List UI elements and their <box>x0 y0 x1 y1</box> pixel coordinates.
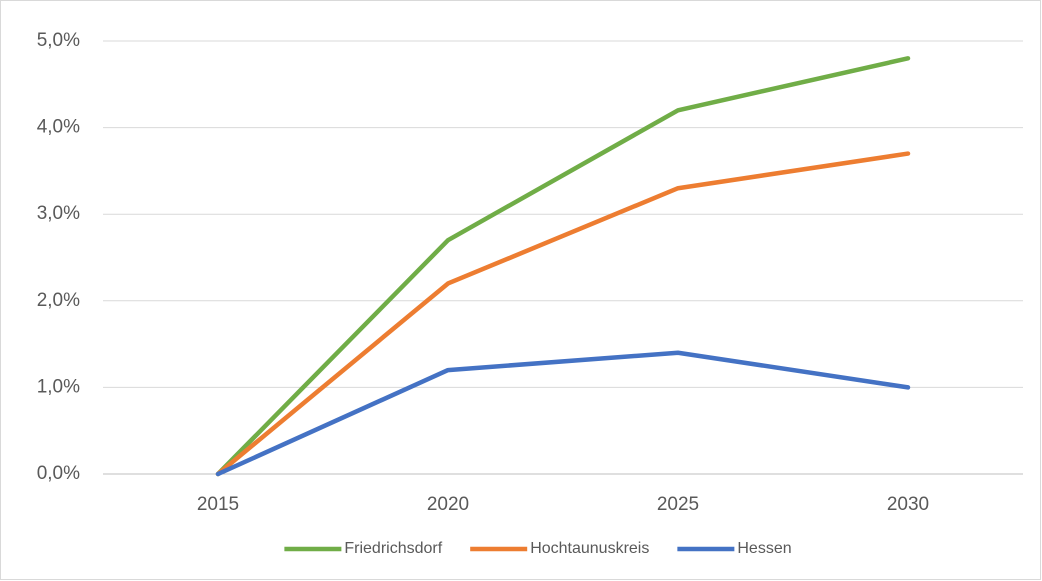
legend-label: Hessen <box>737 540 791 557</box>
x-tick-label: 2025 <box>657 494 699 515</box>
y-tick-label: 3,0% <box>37 203 80 224</box>
y-tick-label: 1,0% <box>37 376 80 397</box>
series-line <box>215 56 911 477</box>
x-tick-label: 2015 <box>197 494 239 515</box>
series-line <box>215 350 911 477</box>
x-tick-label: 2030 <box>887 494 929 515</box>
y-tick-label: 4,0% <box>37 117 80 138</box>
legend-label: Hochtaunuskreis <box>530 540 649 557</box>
y-tick-label: 0,0% <box>37 463 80 484</box>
x-tick-label: 2020 <box>427 494 469 515</box>
legend-label: Friedrichsdorf <box>344 540 442 557</box>
series-line <box>215 151 911 477</box>
y-tick-label: 5,0% <box>37 30 80 51</box>
y-tick-label: 2,0% <box>37 290 80 311</box>
